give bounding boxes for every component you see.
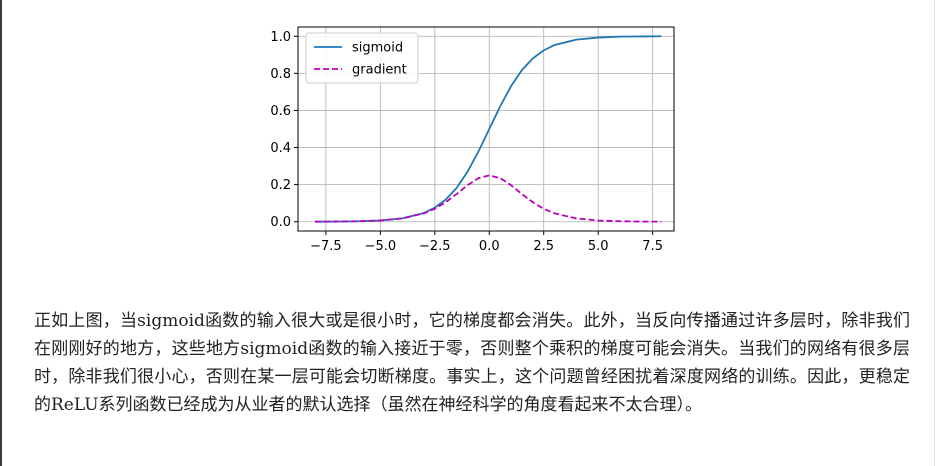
scrollbar-track[interactable] [934,0,950,466]
x-tick-label: −7.5 [310,239,342,254]
x-tick-label: −5.0 [365,239,397,254]
series-line-sigmoid [314,35,662,223]
body-paragraph: 正如上图，当sigmoid函数的输入很大或是很小时，它的梯度都会消失。此外，当反… [34,311,910,415]
y-tick-label: 0.8 [270,67,291,82]
sigmoid-gradient-chart: −7.5 −5.0 −2.5 0.0 2.5 5.0 7.5 0.0 0.2 0.4 0.6 0.8 1… [270,26,675,254]
series-line-gradient [314,174,662,223]
x-tick-label: 0.0 [479,239,500,254]
legend-box [305,32,419,84]
tick-group: −7.5 −5.0 −2.5 0.0 2.5 5.0 7.5 0.0 0.2 0.4 0.6 0.8 1… [270,30,663,254]
y-tick-label: 0.4 [270,141,291,156]
x-tick-label: 2.5 [533,239,554,254]
left-border [0,0,2,466]
x-tick-label: 5.0 [588,239,609,254]
legend: sigmoid gradient [305,32,419,84]
y-tick-label: 0.0 [270,215,291,230]
y-tick-label: 0.2 [270,178,291,193]
legend-label-gradient: gradient [352,63,407,78]
x-tick-label: −2.5 [419,239,451,254]
x-tick-label: 7.5 [642,239,663,254]
plot-frame [297,26,675,232]
y-tick-label: 0.6 [270,104,291,119]
y-tick-label: 1.0 [270,30,291,45]
legend-label-sigmoid: sigmoid [352,41,403,56]
series-group [314,35,662,223]
